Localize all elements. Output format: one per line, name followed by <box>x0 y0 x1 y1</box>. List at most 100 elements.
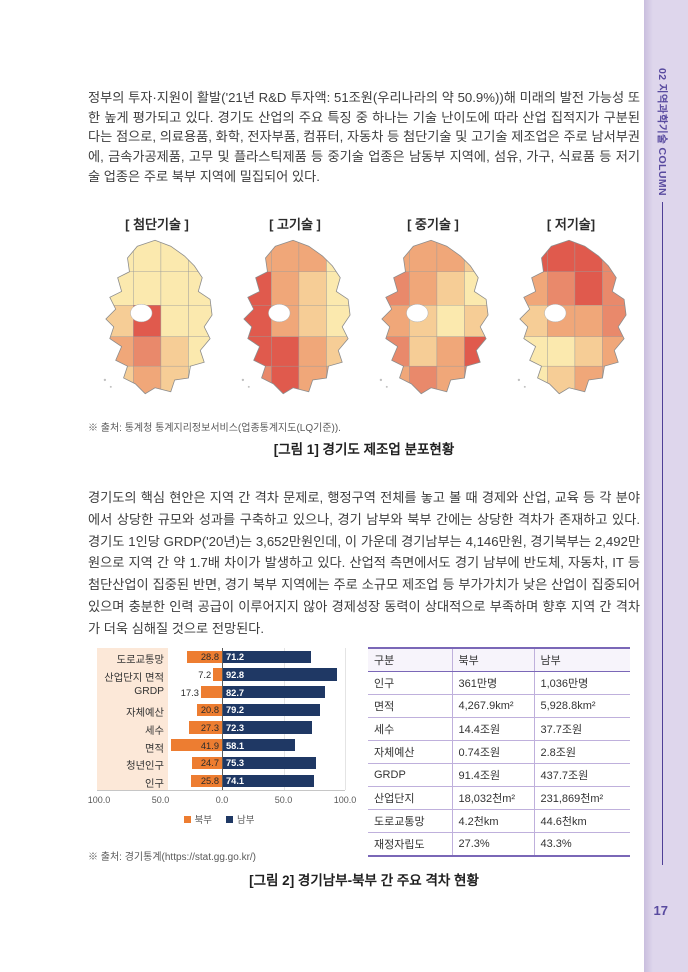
axis-tick-label: 100.0 <box>87 795 111 805</box>
figure2-caption: [그림 2] 경기남부-북부 간 주요 격차 현황 <box>249 873 479 888</box>
category-label: GRDP <box>134 686 164 698</box>
column-sidebar-strip <box>644 0 688 972</box>
gyeonggi-choropleth-map-2 <box>241 239 351 395</box>
south-bar <box>223 703 321 717</box>
seoul-hole <box>130 303 153 323</box>
south-bar <box>223 721 312 734</box>
map-figure-2: [ 고기술 ] <box>226 214 364 398</box>
axis-tick-label: 50.0 <box>274 795 293 805</box>
page-number: 17 <box>653 903 668 918</box>
table-row: 인구 361만명 1,036만명 <box>368 671 630 695</box>
table-cell: 361만명 <box>451 671 534 695</box>
figure2-source-note: ※ 출처: 경기통계(https://stat.gg.go.kr/) <box>88 852 257 863</box>
north-value-label: 17.3 <box>180 687 199 698</box>
table-cell: 도로교통망 <box>368 809 452 833</box>
map-title-1: [ 첨단기술 ] <box>125 217 189 232</box>
table-cell: 자체예산 <box>368 740 452 764</box>
table-cell: 91.4조원 <box>451 763 534 787</box>
seoul-hole <box>544 303 567 323</box>
south-value-label: 58.1 <box>226 740 245 751</box>
table-cell: 231,869천m² <box>533 786 630 810</box>
south-bar <box>223 668 338 681</box>
seoul-hole <box>406 303 429 323</box>
south-value-label: 82.7 <box>226 687 245 698</box>
north-value-label: 24.7 <box>200 758 219 769</box>
north-bar <box>200 686 222 699</box>
category-label: 산업단지 면적 <box>104 672 164 684</box>
table-header-cell: 남부 <box>533 647 630 672</box>
south-value-label: 92.8 <box>226 669 245 680</box>
zero-axis-line <box>222 648 223 790</box>
table-cell: GRDP <box>368 763 452 787</box>
north-bar <box>191 756 222 770</box>
category-label: 면적 <box>145 743 164 755</box>
north-bar <box>170 739 222 752</box>
table-cell: 재정자립도 <box>368 832 452 857</box>
table-cell: 세수 <box>368 717 452 741</box>
table-cell: 1,036만명 <box>533 671 630 695</box>
table-cell: 2.8조원 <box>533 740 630 764</box>
north-bar <box>188 721 222 734</box>
table-row: GRDP 91.4조원 437.7조원 <box>368 763 630 787</box>
legend-item: 남부 <box>226 812 254 826</box>
table-header-row: 구분 북부 남부 <box>368 647 630 672</box>
table-cell: 인구 <box>374 678 395 690</box>
gyeonggi-choropleth-map-4 <box>517 239 627 395</box>
category-label: 자체예산 <box>126 708 164 720</box>
map-figure-3: [ 중기술 ] <box>364 214 502 398</box>
gap-paragraph: 경기도의 핵심 현안은 지역 간 격차 문제로, 행정구역 전체를 놓고 볼 때… <box>88 490 640 636</box>
north-bar <box>213 668 222 681</box>
south-bar <box>223 774 315 787</box>
legend-swatch <box>226 815 233 823</box>
table-cell: 4.2천km <box>451 809 534 833</box>
table-cell: 37.7조원 <box>533 717 630 741</box>
north-bar <box>196 703 222 717</box>
table-cell: 43.3% <box>533 832 630 857</box>
north-bar <box>190 774 222 787</box>
map-figure-4: [ 저기술] <box>502 214 640 398</box>
table-cell: 14.4조원 <box>451 717 534 741</box>
table-row: 세수 14.4조원 37.7조원 <box>368 717 630 741</box>
axis-tick-label: 100.0 <box>333 795 357 805</box>
table-cell: 0.74조원 <box>451 740 534 764</box>
seoul-hole <box>268 303 291 323</box>
north-value-label: 7.2 <box>198 669 212 680</box>
north-value-label: 20.8 <box>200 705 219 716</box>
sidebar-vertical-rule <box>662 202 663 865</box>
map-figure-1: [ 첨단기술 ] <box>88 214 226 398</box>
category-label: 인구 <box>145 778 164 790</box>
table-cell: 면적 <box>368 694 452 718</box>
gyeonggi-choropleth-map-1 <box>103 239 213 395</box>
south-value-label: 74.1 <box>226 776 245 787</box>
south-value-label: 72.3 <box>226 723 245 733</box>
category-label: 세수 <box>145 725 164 737</box>
south-value-label: 71.2 <box>226 652 245 663</box>
chart-legend: 북부 남부 <box>88 812 350 826</box>
north-south-gap-chart: 도로교통망 28.8 71.2 산업단지 면적 7.2 92.8 GRDP 17.3 82.7 자… <box>87 648 356 834</box>
intro-paragraph: 정부의 투자·지원이 활발('21년 R&D 투자액: 51조원(우리나라의 약… <box>88 90 640 184</box>
south-bar <box>223 756 316 770</box>
axis-tick-label: 0.0 <box>215 795 229 805</box>
figure1-caption: [그림 1] 경기도 제조업 분포현황 <box>273 442 455 457</box>
map-title-4: [ 저기술] <box>546 217 596 232</box>
south-bar <box>223 650 311 663</box>
south-value-label: 79.2 <box>226 705 245 716</box>
axis-tick-label: 50.0 <box>151 795 170 805</box>
table-cell: 437.7조원 <box>533 763 630 787</box>
north-value-label: 27.3 <box>200 723 219 733</box>
table-header-cell: 구분 <box>368 647 452 672</box>
table-cell: 27.3% <box>451 832 534 857</box>
south-value-label: 75.3 <box>226 758 245 769</box>
table-cell: 5,928.8km² <box>533 694 630 718</box>
table-row: 면적 4,267.9km² 5,928.8km² <box>368 694 630 718</box>
legend-item: 북부 <box>183 812 212 826</box>
south-bar <box>223 686 325 699</box>
gyeonggi-choropleth-map-3 <box>379 239 489 395</box>
figure1-source-note: ※ 출처: 통계청 통계지리정보서비스(업종통계지도(LQ기준)). <box>88 423 341 434</box>
table-row: 재정자립도 27.3% 43.3% <box>368 832 630 857</box>
north-value-label: 25.8 <box>200 776 219 787</box>
category-label: 도로교통망 <box>116 655 164 666</box>
north-bar <box>186 650 222 663</box>
legend-swatch <box>183 815 191 823</box>
